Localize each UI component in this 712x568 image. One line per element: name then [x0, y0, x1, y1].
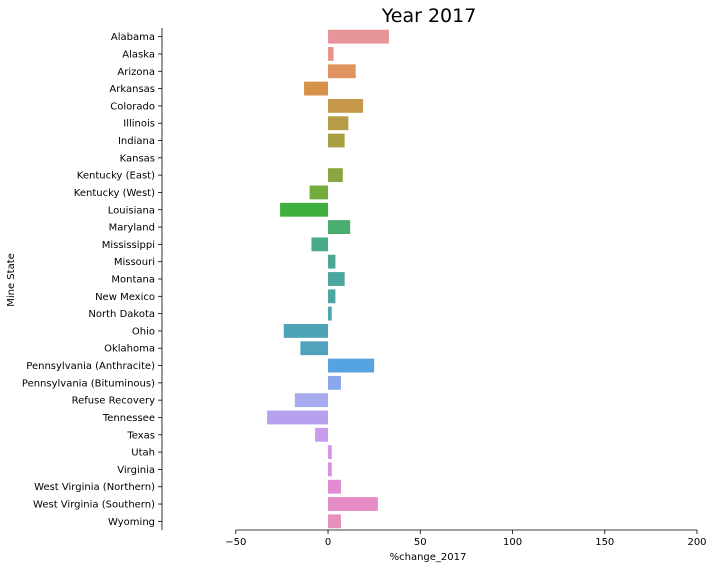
bar-west-virginia-northern [328, 479, 341, 494]
category-label-louisiana: Louisiana [108, 205, 155, 216]
bar-kentucky-west [309, 185, 329, 200]
category-label-arizona: Arizona [117, 67, 155, 78]
x-axis-title: %change_2017 [390, 552, 467, 563]
bar-maryland [328, 220, 351, 234]
bar-group [267, 29, 389, 529]
bar-west-virginia-southern [328, 497, 378, 511]
category-labels: Alabama Alaska Arizona Arkansas Colorado Illi… [22, 32, 162, 528]
bar-ohio [283, 324, 329, 338]
category-label-alaska: Alaska [122, 49, 155, 60]
bar-pennsylvania-bituminous [328, 375, 341, 390]
x-tick-label: −50 [225, 537, 246, 548]
category-label-mississippi: Mississippi [102, 240, 155, 251]
category-label-virginia: Virginia [117, 465, 155, 476]
bar-alabama [328, 29, 389, 44]
category-label-maryland: Maryland [109, 223, 155, 234]
category-label-west-virginia-northern: West Virginia (Northern) [34, 482, 155, 493]
bar-alaska [328, 47, 334, 61]
category-label-texas: Texas [126, 430, 155, 441]
category-label-north-dakota: North Dakota [88, 309, 155, 320]
bar-tennessee [267, 410, 329, 425]
bar-texas [315, 427, 329, 442]
x-tick-label: 200 [687, 537, 706, 548]
y-axis-title: Mine State [6, 253, 17, 307]
category-label-wyoming: Wyoming [108, 517, 155, 528]
bar-north-dakota [328, 306, 332, 321]
bar-colorado [328, 98, 364, 113]
bar-arizona [328, 64, 356, 79]
category-label-arkansas: Arkansas [109, 84, 155, 95]
x-tick-label: 0 [325, 537, 331, 548]
bar-arkansas [304, 81, 329, 96]
x-tick-label: 100 [503, 537, 522, 548]
category-label-kentucky-east: Kentucky (East) [77, 171, 155, 182]
category-label-colorado: Colorado [110, 101, 155, 112]
bar-illinois [328, 116, 349, 131]
bar-new-mexico [328, 289, 336, 304]
bar-virginia [328, 462, 332, 477]
category-label-utah: Utah [131, 448, 155, 459]
bar-indiana [328, 133, 345, 148]
bar-kentucky-east [328, 168, 343, 183]
category-label-kansas: Kansas [120, 153, 155, 164]
category-label-missouri: Missouri [114, 257, 155, 268]
category-label-new-mexico: New Mexico [95, 292, 155, 303]
bar-mississippi [311, 237, 329, 252]
x-tick-label: 50 [414, 537, 427, 548]
bar-pennsylvania-anthracite [328, 358, 375, 373]
bar-wyoming [328, 514, 341, 529]
x-axis-ticks: −50 0 50 100 150 200 [225, 530, 707, 548]
bar-refuse-recovery [294, 393, 329, 408]
bar-utah [328, 445, 332, 460]
category-label-illinois: Illinois [123, 119, 155, 130]
bar-oklahoma [300, 341, 329, 356]
category-label-alabama: Alabama [111, 32, 155, 43]
category-label-oklahoma: Oklahoma [104, 344, 155, 355]
x-tick-label: 150 [595, 537, 614, 548]
category-label-tennessee: Tennessee [102, 413, 155, 424]
category-label-pennsylvania-anthracite: Pennsylvania (Anthracite) [26, 361, 155, 372]
bar-missouri [328, 254, 336, 269]
bar-montana [328, 272, 345, 286]
category-label-kentucky-west: Kentucky (West) [74, 188, 155, 199]
category-label-montana: Montana [111, 275, 155, 286]
category-label-pennsylvania-bituminous: Pennsylvania (Bituminous) [22, 378, 155, 389]
category-label-west-virginia-southern: West Virginia (Southern) [33, 500, 155, 511]
category-label-refuse-recovery: Refuse Recovery [72, 396, 156, 407]
category-label-indiana: Indiana [118, 136, 155, 147]
bar-louisiana [280, 202, 329, 217]
chart-title: Year 2017 [381, 5, 477, 27]
category-label-ohio: Ohio [132, 326, 155, 337]
